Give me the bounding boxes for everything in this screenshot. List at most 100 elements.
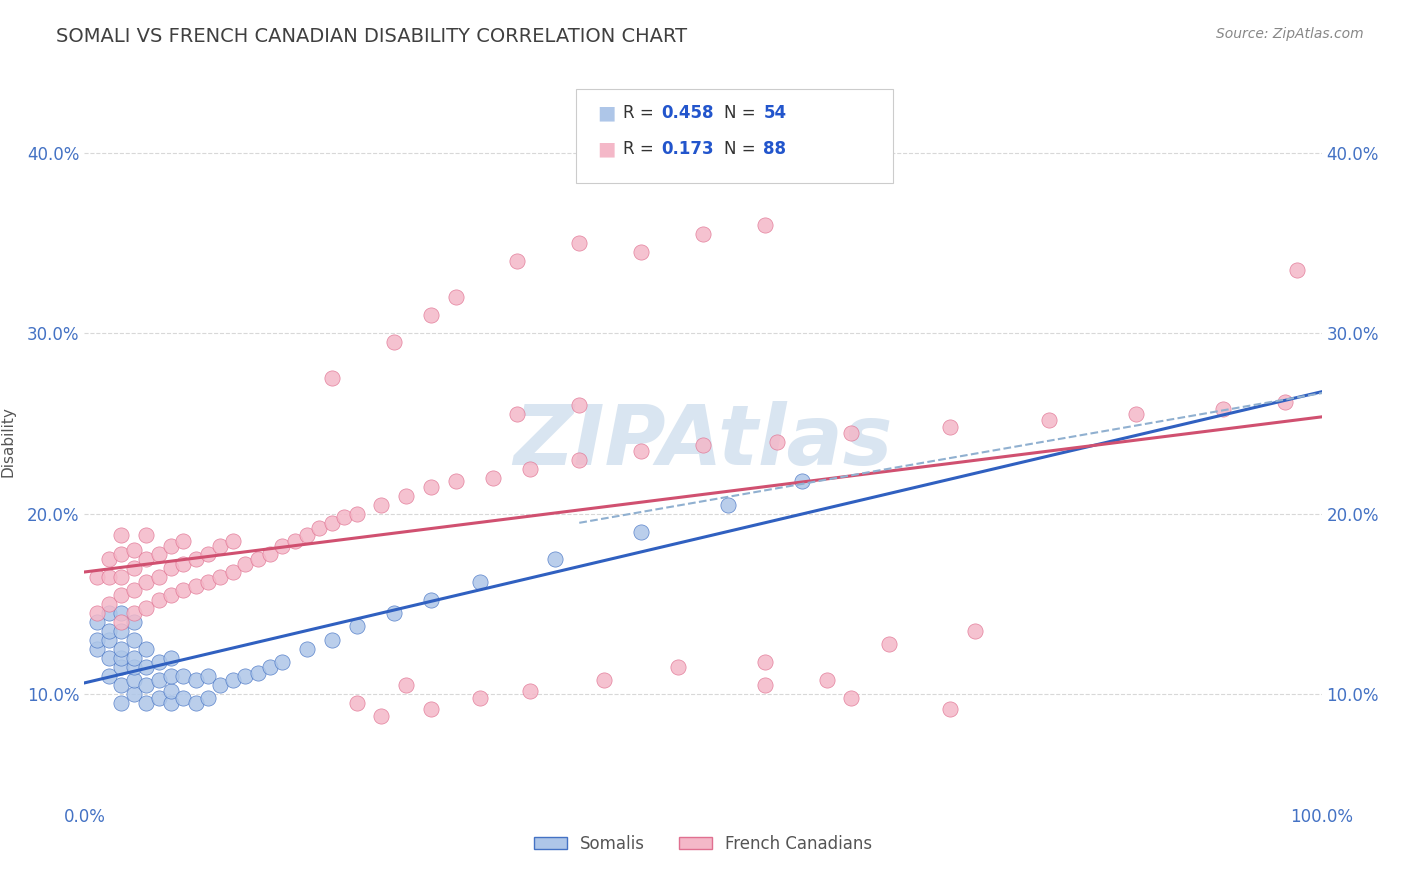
Point (877, 637, 900, 651)
Point (172, 691, 194, 706)
Point (519, 461, 541, 475)
Point (160, 669, 183, 683)
Point (321, 633, 343, 648)
Point (135, 552, 157, 566)
Point (346, 697, 368, 711)
Point (965, 624, 987, 639)
Point (321, 516, 343, 530)
Point (122, 633, 145, 648)
Point (568, 398, 591, 412)
Point (295, 642, 318, 657)
Point (148, 570, 170, 584)
Point (122, 615, 145, 630)
Point (939, 702, 962, 716)
Text: R =: R = (623, 104, 659, 122)
Text: ■: ■ (598, 103, 616, 123)
Point (135, 528, 157, 542)
Point (110, 642, 132, 657)
Point (148, 691, 170, 706)
Point (122, 542, 145, 557)
Point (815, 673, 838, 687)
Text: 0.173: 0.173 (661, 140, 713, 158)
Point (543, 552, 565, 566)
Point (222, 565, 245, 579)
Point (172, 533, 194, 548)
Point (519, 683, 541, 698)
Point (841, 425, 863, 440)
Point (419, 308, 441, 322)
Point (246, 665, 269, 680)
Point (110, 697, 132, 711)
Point (98, 633, 121, 648)
Point (122, 651, 145, 665)
Point (382, 606, 405, 620)
Point (160, 651, 183, 665)
Point (172, 582, 194, 597)
Point (692, 438, 714, 452)
Point (110, 678, 132, 692)
Point (630, 443, 652, 458)
Point (135, 678, 157, 692)
Point (470, 575, 492, 590)
Point (160, 683, 183, 698)
Point (98, 651, 121, 665)
Text: Source: ZipAtlas.com: Source: ZipAtlas.com (1216, 27, 1364, 41)
Point (135, 697, 157, 711)
Point (246, 552, 269, 566)
Point (110, 651, 132, 665)
Point (1212, 402, 1234, 417)
Point (470, 691, 492, 706)
Text: 54: 54 (763, 104, 786, 122)
Point (197, 575, 219, 590)
Point (184, 673, 207, 687)
Point (382, 335, 405, 350)
Point (1274, 394, 1296, 409)
Point (395, 678, 418, 692)
Point (148, 593, 170, 607)
Point (160, 697, 183, 711)
Point (148, 547, 170, 561)
Point (321, 371, 343, 385)
Point (790, 475, 813, 489)
Point (98, 597, 121, 611)
Point (98, 669, 121, 683)
Point (110, 570, 132, 584)
Point (259, 660, 281, 674)
Point (160, 588, 183, 602)
Point (209, 678, 232, 692)
Point (346, 619, 368, 633)
Point (98, 606, 121, 620)
Point (160, 539, 183, 553)
Point (630, 524, 652, 539)
Text: ■: ■ (598, 139, 616, 159)
Point (333, 510, 356, 524)
Text: SOMALI VS FRENCH CANADIAN DISABILITY CORRELATION CHART: SOMALI VS FRENCH CANADIAN DISABILITY COR… (56, 27, 688, 45)
Point (184, 579, 207, 593)
Point (233, 669, 256, 683)
Point (506, 408, 529, 422)
Text: ZIPAtlas: ZIPAtlas (513, 401, 893, 482)
Point (135, 575, 157, 590)
Point (444, 475, 467, 489)
Point (98, 570, 121, 584)
Point (568, 452, 591, 467)
Point (666, 660, 689, 674)
Point (271, 539, 294, 553)
Point (135, 660, 157, 674)
Point (122, 606, 145, 620)
Point (197, 547, 219, 561)
Y-axis label: Disability: Disability (1, 406, 15, 477)
Point (172, 558, 194, 572)
Point (86, 570, 108, 584)
Point (630, 244, 652, 259)
Text: 88: 88 (763, 140, 786, 158)
Point (754, 678, 776, 692)
Legend: Somalis, French Canadians: Somalis, French Canadians (527, 828, 879, 860)
Point (370, 709, 392, 723)
Point (754, 655, 776, 669)
Point (717, 498, 740, 512)
Point (395, 489, 418, 503)
Point (209, 539, 232, 553)
Point (122, 561, 145, 575)
Point (110, 615, 132, 630)
